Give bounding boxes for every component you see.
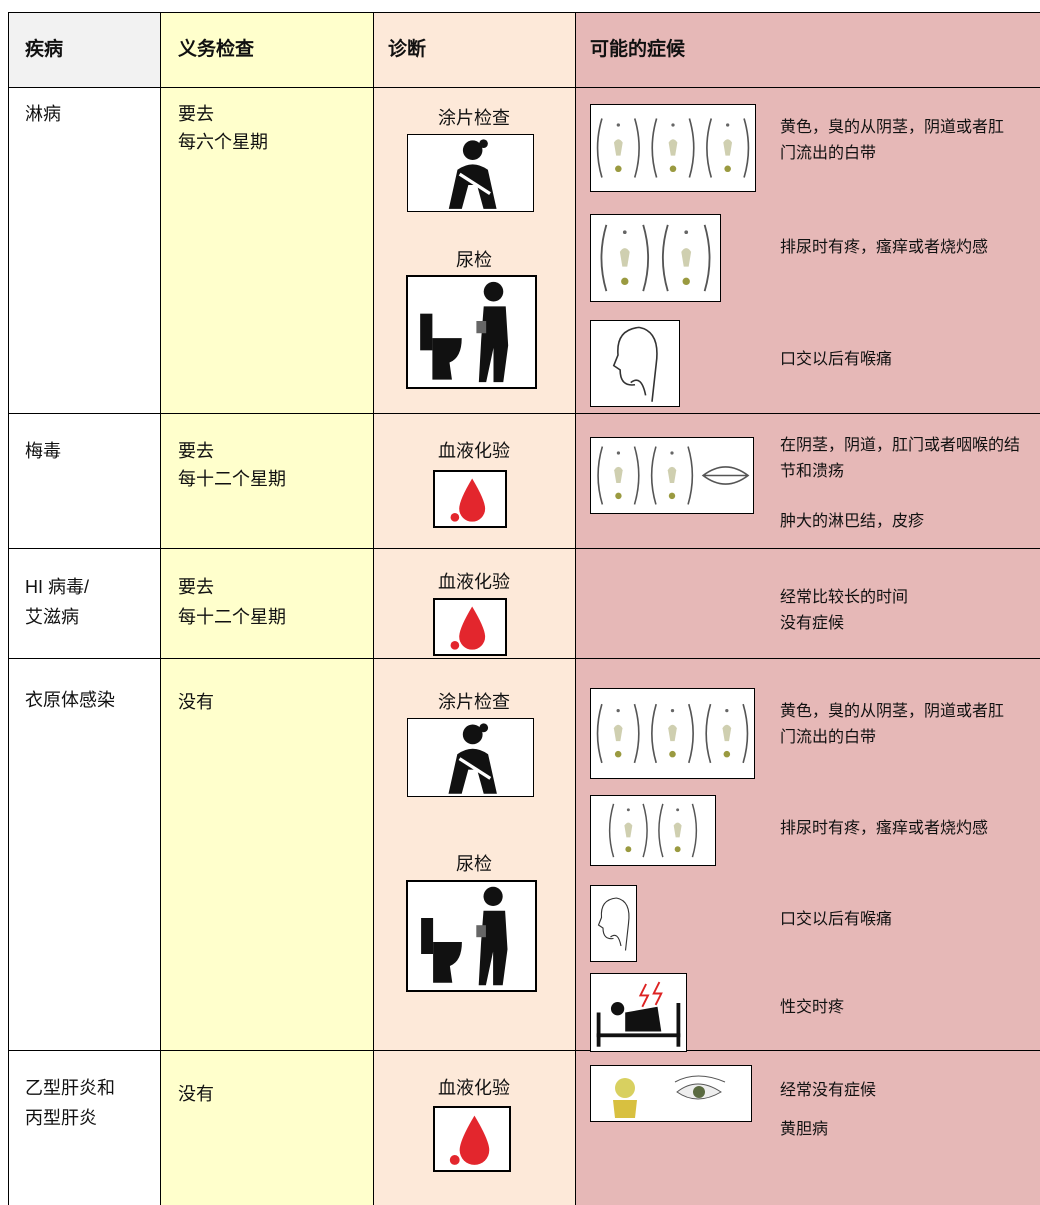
checkup: 每十二个星期 bbox=[178, 607, 286, 627]
symptom-text: 经常没有症候 bbox=[780, 1082, 877, 1099]
blood-icon bbox=[433, 1106, 511, 1172]
symptom-text: 口交以后有喉痛 bbox=[780, 351, 893, 368]
checkup: 每六个星期 bbox=[178, 132, 268, 152]
checkup: 要去 bbox=[178, 577, 214, 597]
symptom-image bbox=[590, 973, 687, 1052]
symptom-image bbox=[590, 885, 637, 962]
test-label: 尿检 bbox=[456, 854, 492, 874]
smear-icon bbox=[407, 134, 534, 212]
checkup: 每十二个星期 bbox=[178, 469, 286, 489]
disease: 乙型肝炎和 bbox=[25, 1078, 115, 1098]
grid-line bbox=[8, 658, 1040, 659]
symptom-image bbox=[590, 688, 755, 779]
header-cell-bg bbox=[8, 12, 160, 87]
symptom-text: 性交时疼 bbox=[780, 999, 845, 1016]
symptom-text: 黄色，臭的从阴茎，阴道或者肛门流出的白带 bbox=[780, 703, 1005, 746]
disease: 淋病 bbox=[25, 104, 61, 124]
blood-icon bbox=[433, 598, 507, 656]
symptom-text: 肿大的淋巴结，皮疹 bbox=[780, 513, 925, 530]
test-label: 血液化验 bbox=[438, 572, 510, 592]
header-cell: 疾病 bbox=[25, 39, 64, 60]
grid-line bbox=[8, 12, 9, 1205]
symptom-image bbox=[590, 1065, 752, 1122]
symptom-image bbox=[590, 214, 721, 302]
disease: 衣原体感染 bbox=[25, 690, 115, 710]
symptom-text: 排尿时有疼，瘙痒或者烧灼感 bbox=[780, 239, 989, 256]
smear-icon bbox=[407, 718, 534, 797]
symptom-text: 排尿时有疼，瘙痒或者烧灼感 bbox=[780, 820, 989, 837]
grid-line bbox=[373, 12, 374, 1205]
symptom-text: 经常比较长的时间没有症候 bbox=[780, 589, 909, 632]
grid-line bbox=[8, 87, 1040, 88]
disease: HI 病毒/ bbox=[25, 577, 90, 597]
symptom-image bbox=[590, 320, 680, 407]
header-cell: 义务检查 bbox=[178, 39, 255, 60]
checkup: 要去 bbox=[178, 441, 214, 461]
checkup: 没有 bbox=[178, 1084, 214, 1104]
symptom-text: 黄色，臭的从阴茎，阴道或者肛门流出的白带 bbox=[780, 119, 1005, 162]
test-label: 血液化验 bbox=[438, 1078, 510, 1098]
symptom-text: 在阴茎，阴道，肛门或者咽喉的结节和溃疡 bbox=[780, 437, 1021, 480]
symptom-image bbox=[590, 795, 716, 866]
test-label: 尿检 bbox=[456, 250, 492, 270]
disease: 丙型肝炎 bbox=[25, 1108, 97, 1128]
symptom-text: 黄胆病 bbox=[780, 1121, 829, 1138]
checkup: 没有 bbox=[178, 692, 214, 712]
grid-line bbox=[8, 413, 1040, 414]
grid-line bbox=[8, 548, 1040, 549]
grid-line bbox=[8, 12, 1040, 13]
blood-icon bbox=[433, 470, 507, 528]
symptom-image bbox=[590, 104, 756, 192]
symptom-text: 口交以后有喉痛 bbox=[780, 911, 893, 928]
test-label: 涂片检查 bbox=[438, 692, 510, 712]
urine-icon bbox=[406, 275, 537, 389]
disease: 艾滋病 bbox=[25, 607, 79, 627]
header-cell: 诊断 bbox=[388, 39, 427, 60]
grid-line bbox=[160, 12, 161, 1205]
urine-icon bbox=[406, 880, 537, 992]
checkup-column-bg bbox=[160, 12, 373, 1205]
grid-line bbox=[8, 1050, 1040, 1051]
header-cell: 可能的症候 bbox=[590, 39, 686, 60]
test-label: 血液化验 bbox=[438, 441, 510, 461]
checkup: 要去 bbox=[178, 104, 214, 124]
symptom-image bbox=[590, 437, 754, 514]
grid-line bbox=[575, 12, 576, 1205]
test-label: 涂片检查 bbox=[438, 108, 510, 128]
disease: 梅毒 bbox=[25, 441, 61, 461]
